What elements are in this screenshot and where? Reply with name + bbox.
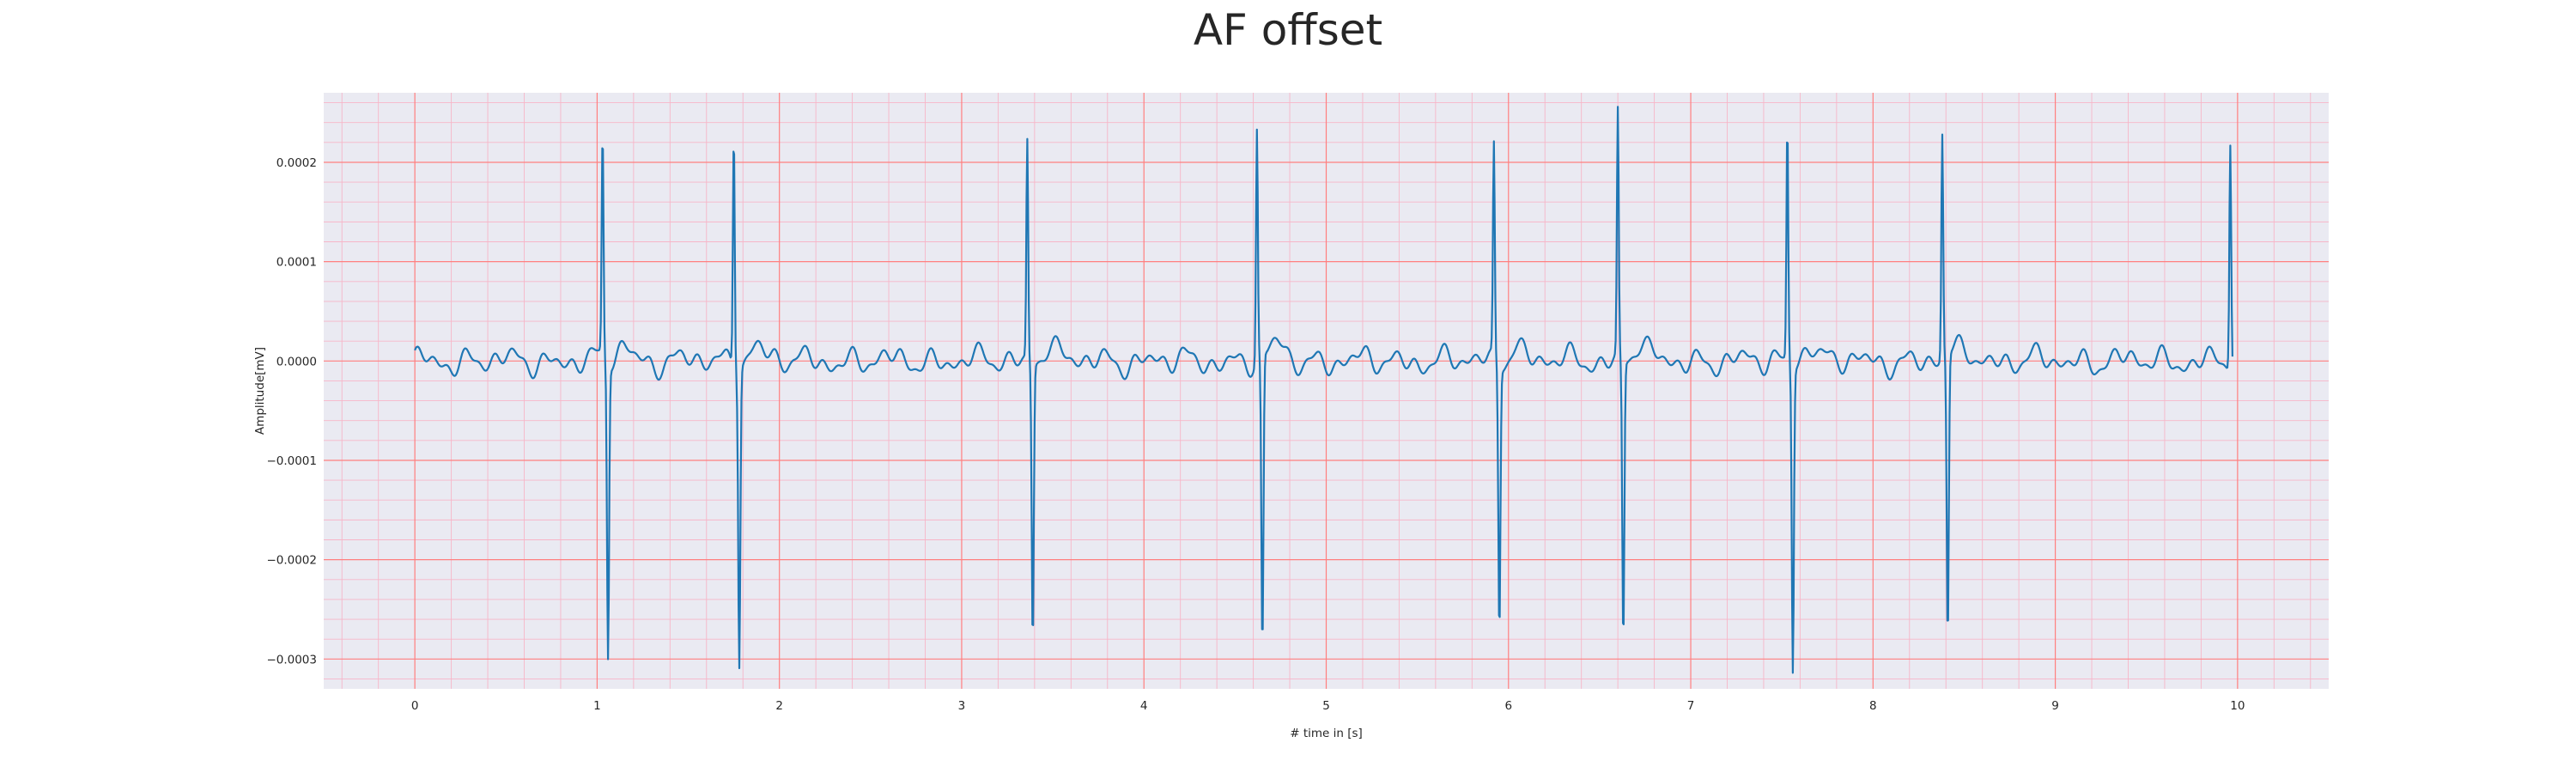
- y-tick-label: 0.0001: [276, 256, 317, 270]
- x-tick-label: 0: [411, 699, 419, 713]
- y-tick-label: −0.0003: [266, 653, 317, 666]
- x-tick-label: 2: [775, 699, 783, 713]
- ecg-signal-line: [414, 106, 2233, 674]
- chart-title: AF offset: [1193, 5, 1383, 55]
- x-axis-label: # time in [s]: [1290, 727, 1363, 740]
- x-tick-label: 4: [1140, 699, 1148, 713]
- x-tick-label: 3: [958, 699, 966, 713]
- x-tick-label: 9: [2051, 699, 2059, 713]
- x-tick-label: 8: [1869, 699, 1877, 713]
- x-tick-label: 7: [1687, 699, 1695, 713]
- major-grid: [324, 93, 2329, 689]
- x-tick-label: 5: [1322, 699, 1330, 713]
- x-tick-label: 6: [1504, 699, 1512, 713]
- y-tick-label: −0.0001: [266, 454, 317, 468]
- x-tick-label: 10: [2230, 699, 2245, 713]
- y-axis-ticks: 0.0002 0.0001 0.0000 −0.0001 −0.0002 −0.0003: [266, 156, 317, 666]
- y-tick-label: −0.0002: [266, 554, 317, 568]
- x-tick-label: 1: [593, 699, 601, 713]
- y-axis-label: Amplitude[mV]: [253, 347, 267, 435]
- y-tick-label: 0.0000: [276, 355, 317, 368]
- y-tick-label: 0.0002: [276, 156, 317, 170]
- x-axis-ticks: 0 1 2 3 4 5 6 7 8 9 10: [411, 699, 2245, 713]
